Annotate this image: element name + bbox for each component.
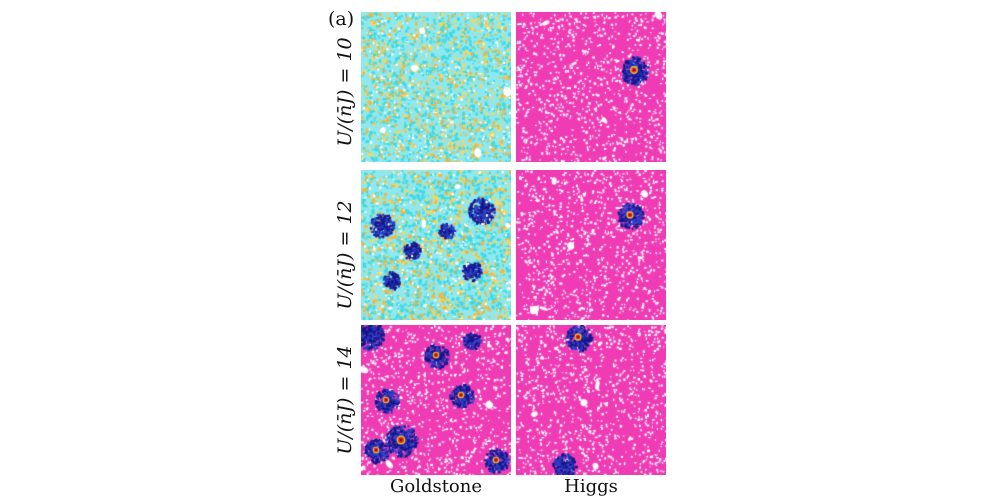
goldstone-map-u12 <box>361 170 511 320</box>
column-label-goldstone: Goldstone <box>389 476 483 497</box>
goldstone-map-u14 <box>361 325 511 475</box>
higgs-map-u10 <box>516 12 666 162</box>
row-label-14: U/(n̄J) = 14 <box>334 345 356 455</box>
panel-label: (a) <box>328 8 355 30</box>
row-label-12: U/(n̄J) = 12 <box>334 200 356 310</box>
goldstone-map-u10 <box>361 12 511 162</box>
column-label-higgs: Higgs <box>564 476 618 497</box>
higgs-map-u14 <box>516 325 666 475</box>
row-label-10: U/(n̄J) = 10 <box>334 37 356 147</box>
higgs-map-u12 <box>516 170 666 320</box>
